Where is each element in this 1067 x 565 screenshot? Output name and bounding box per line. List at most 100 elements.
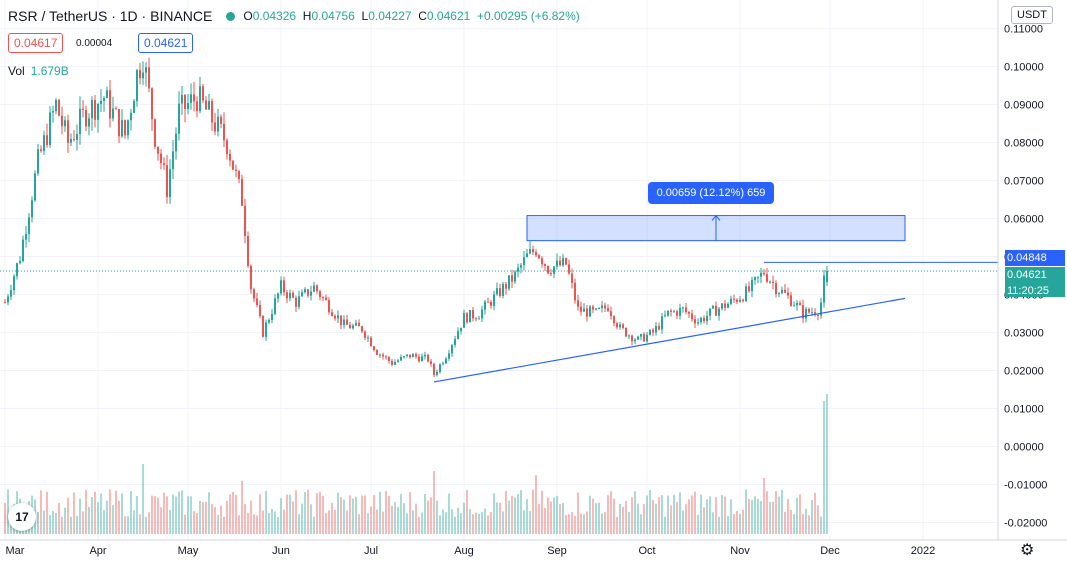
sell-button[interactable]: 0.04617 — [8, 33, 64, 53]
candle-body — [145, 67, 147, 73]
volume-bar — [343, 499, 345, 534]
tradingview-logo-icon[interactable]: 17 — [8, 503, 36, 531]
volume-bar — [421, 512, 423, 534]
spread-value: 0.00004 — [76, 38, 113, 49]
volume-bar — [757, 498, 759, 534]
volume-bar — [586, 511, 588, 534]
volume-bar — [277, 517, 279, 534]
volume-value: 1.679B — [30, 64, 69, 78]
candle-body — [679, 307, 681, 316]
candle-body — [664, 315, 666, 317]
volume-bar — [565, 515, 567, 534]
volume-bar — [544, 507, 546, 534]
candle-body — [460, 327, 462, 332]
candle-body — [697, 322, 699, 324]
candle-body — [805, 308, 807, 319]
volume-bar — [361, 495, 363, 534]
candle-body — [478, 318, 480, 320]
volume-bar — [763, 478, 765, 534]
price-candles — [4, 57, 828, 378]
volume-bar — [574, 515, 576, 534]
x-tick-label: 2022 — [911, 545, 935, 557]
candle-body — [532, 249, 534, 253]
volume-bar — [367, 513, 369, 534]
candle-body — [556, 260, 558, 267]
candle-body — [139, 70, 141, 79]
volume-bar — [481, 511, 483, 534]
candle-body — [94, 99, 96, 120]
volume-bar — [646, 495, 648, 534]
volume-bar — [382, 511, 384, 534]
volume-bar — [403, 503, 405, 534]
volume-bar — [370, 506, 372, 534]
volume-bar — [331, 502, 333, 534]
candle-body — [379, 354, 381, 356]
volume-bar — [292, 501, 294, 534]
volume-bar — [511, 495, 513, 534]
volume-bar — [451, 509, 453, 534]
candle-body — [16, 263, 18, 277]
volume-bar — [616, 517, 618, 534]
candle-body — [223, 123, 225, 141]
candle-body — [487, 301, 489, 303]
volume-bar — [817, 505, 819, 534]
measure-tool-label[interactable]: 0.00659 (12.12%) 659 — [648, 182, 774, 204]
candle-body — [538, 255, 540, 259]
candle-body — [97, 103, 99, 120]
candle-body — [49, 112, 51, 146]
volume-bar — [748, 498, 750, 534]
gear-icon[interactable]: ⚙ — [1020, 542, 1035, 559]
volume-bar — [295, 490, 297, 534]
candle-body — [409, 354, 411, 358]
candle-body — [616, 323, 618, 328]
volume-bar — [298, 514, 300, 534]
candle-body — [550, 273, 552, 275]
candle-body — [88, 118, 90, 127]
symbol-title[interactable]: RSR / TetherUS · 1D · BINANCE — [8, 8, 213, 24]
volume-bar — [751, 499, 753, 534]
candle-body — [574, 282, 576, 301]
x-tick-label: Jul — [364, 545, 378, 557]
volume-bar — [799, 494, 801, 534]
candle-body — [370, 337, 372, 347]
volume-bar — [790, 509, 792, 534]
candle-body — [304, 289, 306, 293]
x-tick-label: Sep — [547, 545, 567, 557]
volume-bar — [727, 516, 729, 534]
candle-body — [373, 346, 375, 351]
candle-body — [118, 109, 120, 137]
candle-body — [580, 306, 582, 312]
y-tick-label: 0.02000 — [1004, 366, 1044, 378]
candle-body — [649, 329, 651, 335]
candle-body — [592, 306, 594, 310]
candle-body — [175, 133, 177, 152]
candle-body — [595, 308, 597, 310]
volume-bar — [634, 491, 636, 534]
volume-bar — [418, 516, 420, 534]
currency-button[interactable]: USDT — [1011, 6, 1053, 24]
volume-bar — [529, 510, 531, 534]
candle-body — [760, 272, 762, 277]
candle-body — [820, 302, 822, 316]
candle-body — [343, 319, 345, 325]
volume-bar — [589, 495, 591, 534]
candle-body — [109, 90, 111, 119]
buy-button[interactable]: 0.04621 — [138, 33, 194, 53]
x-tick-label: Mar — [6, 545, 25, 557]
candle-body — [85, 109, 87, 127]
candle-body — [82, 108, 84, 110]
volume-bar — [262, 510, 264, 534]
volume-bar — [445, 512, 447, 534]
candle-body — [205, 100, 207, 110]
volume-bar — [661, 494, 663, 534]
candle-body — [757, 276, 759, 278]
volume-bar — [328, 510, 330, 534]
candle-body — [517, 267, 519, 272]
volume-bar — [394, 502, 396, 534]
volume-bar — [175, 496, 177, 534]
volume-bar — [4, 502, 6, 534]
candle-body — [733, 298, 735, 300]
volume-bar — [346, 510, 348, 534]
candle-body — [172, 151, 174, 170]
